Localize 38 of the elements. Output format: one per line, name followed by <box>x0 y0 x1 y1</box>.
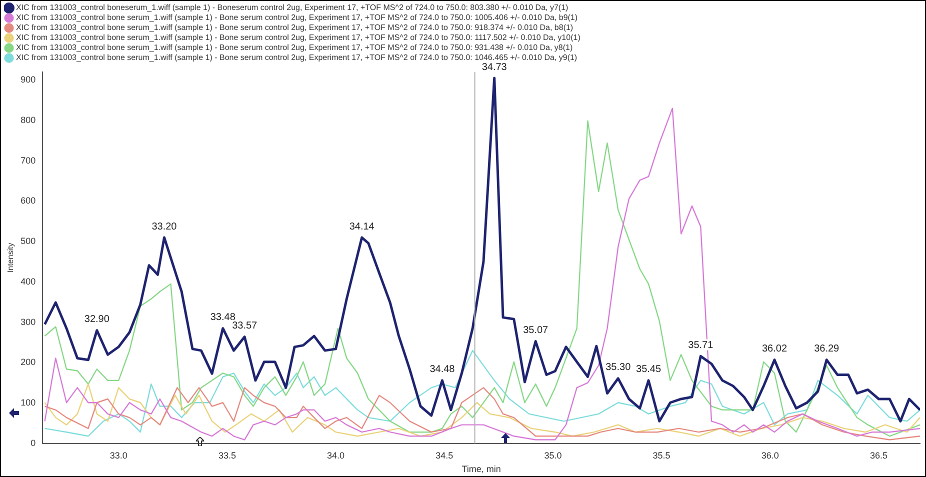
annotation: 35.71 <box>688 340 714 351</box>
annotation: 35.30 <box>606 362 632 374</box>
y-tick-label: 0 <box>30 438 36 448</box>
legend-label: XIC from 131003_control boneserum_1.wiff (sample 1) - Boneserum control 2ug, Experiment 17, +TOF MS^2 of 724.0 to 750.0: 803.380 +/- 0.010 Da, y7(1) <box>16 3 569 12</box>
legend-label: XIC from 131003_control bone serum_1.wiff (sample 1) - Bone serum control 2ug, Experiment 17, +TOF MS^2 of 724.0 to 750.0: 1046.465 +/- 0.010 Da, y9(1) <box>16 53 578 62</box>
annotation: 34.73 <box>482 62 508 73</box>
y-tick-label: 600 <box>20 196 36 206</box>
annotation: 35.07 <box>523 325 549 336</box>
annotation: 34.14 <box>349 221 375 232</box>
x-tick-label: 36.5 <box>870 450 888 460</box>
x-tick-label: 35.0 <box>544 450 562 460</box>
annotation: 36.02 <box>762 344 788 355</box>
annotation: 35.45 <box>636 364 662 376</box>
y-tick-label: 400 <box>20 276 36 286</box>
annotation: 32.90 <box>84 314 110 326</box>
annotation: 36.29 <box>814 344 840 355</box>
annotation: 34.48 <box>430 364 456 376</box>
y-tick-label: 500 <box>20 236 36 246</box>
x-tick-label: 33.5 <box>218 450 236 460</box>
x-tick-label: 36.0 <box>761 450 779 460</box>
x-tick-label: 35.5 <box>652 450 670 460</box>
annotation: 33.20 <box>152 221 178 232</box>
x-tick-label: 33.0 <box>110 450 128 460</box>
x-tick-label: 34.5 <box>436 450 454 460</box>
legend-label: XIC from 131003_control bone serum_1.wiff (sample 1) - Bone serum control 2ug, Experiment 17, +TOF MS^2 of 724.0 to 750.0: 1117.502 +/- 0.010 Da, y10(1) <box>16 33 581 42</box>
y-tick-label: 900 <box>20 74 36 85</box>
y-tick-label: 300 <box>20 316 36 327</box>
x-axis-title: Time, min <box>462 464 501 474</box>
y-tick-label: 800 <box>20 114 36 125</box>
y-tick-label: 700 <box>20 155 36 166</box>
legend-label: XIC from 131003_control bone serum_1.wiff (sample 1) - Bone serum control 2ug, Experiment 17, +TOF MS^2 of 724.0 to 750.0: 931.438 +/- 0.010 Da, y8(1) <box>16 43 573 52</box>
y-axis-title: Intensity <box>6 242 16 273</box>
y-tick-label: 200 <box>20 357 36 368</box>
legend-label: XIC from 131003_control bone serum_1.wiff (sample 1) - Bone serum control 2ug, Experiment 17, +TOF MS^2 of 724.0 to 750.0: 918.374 +/- 0.010 Da, b8(1) <box>16 23 574 32</box>
legend-label: XIC from 131003_control bone serum_1.wiff (sample 1) - Bone serum control 2ug, Experiment 17, +TOF MS^2 of 724.0 to 750.0: 1005.406 +/- 0.010 Da, b9(1) <box>16 13 578 22</box>
y-tick-label: 100 <box>20 398 36 408</box>
x-tick-label: 34.0 <box>327 450 345 460</box>
annotation: 33.57 <box>232 320 258 332</box>
